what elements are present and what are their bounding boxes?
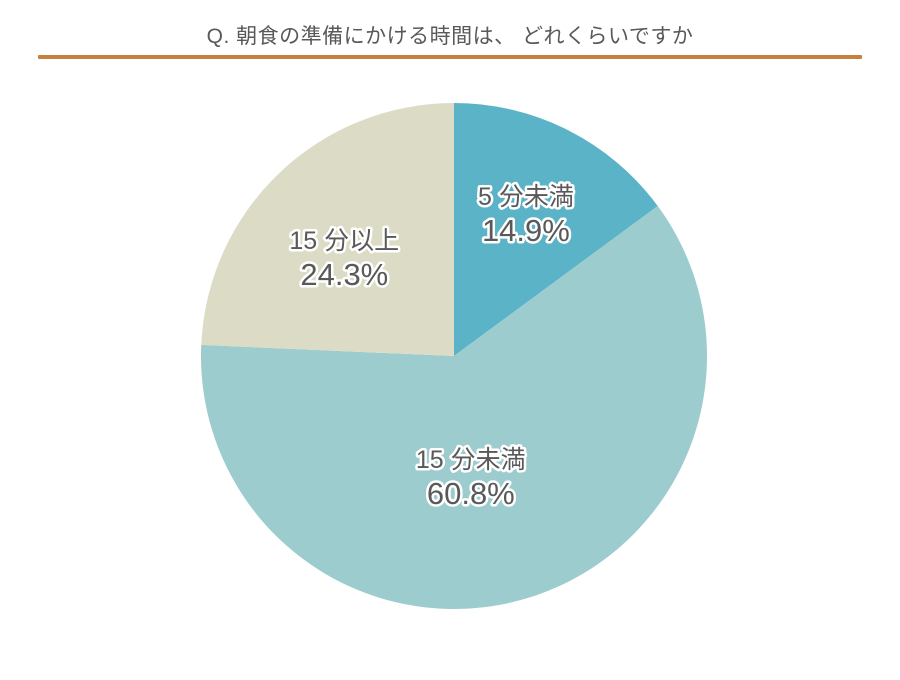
slice-percent-label-2: 24.3% [300,257,388,292]
slice-percent-label-1: 60.8% [427,476,515,511]
pie-slice-2 [201,103,454,356]
pie-slice-1 [200,206,707,610]
slice-percent-label-0: 14.9% [482,213,570,248]
chart-title: Q. 朝食の準備にかける時間は、 どれくらいですか [206,25,694,48]
slice-category-label-0: 5 分未満 [478,183,574,211]
pie-slice-0 [454,103,658,356]
slice-category-label-1: 15 分未満 [416,446,526,474]
title-divider [38,55,862,59]
slice-category-label-2: 15 分以上 [289,227,399,255]
